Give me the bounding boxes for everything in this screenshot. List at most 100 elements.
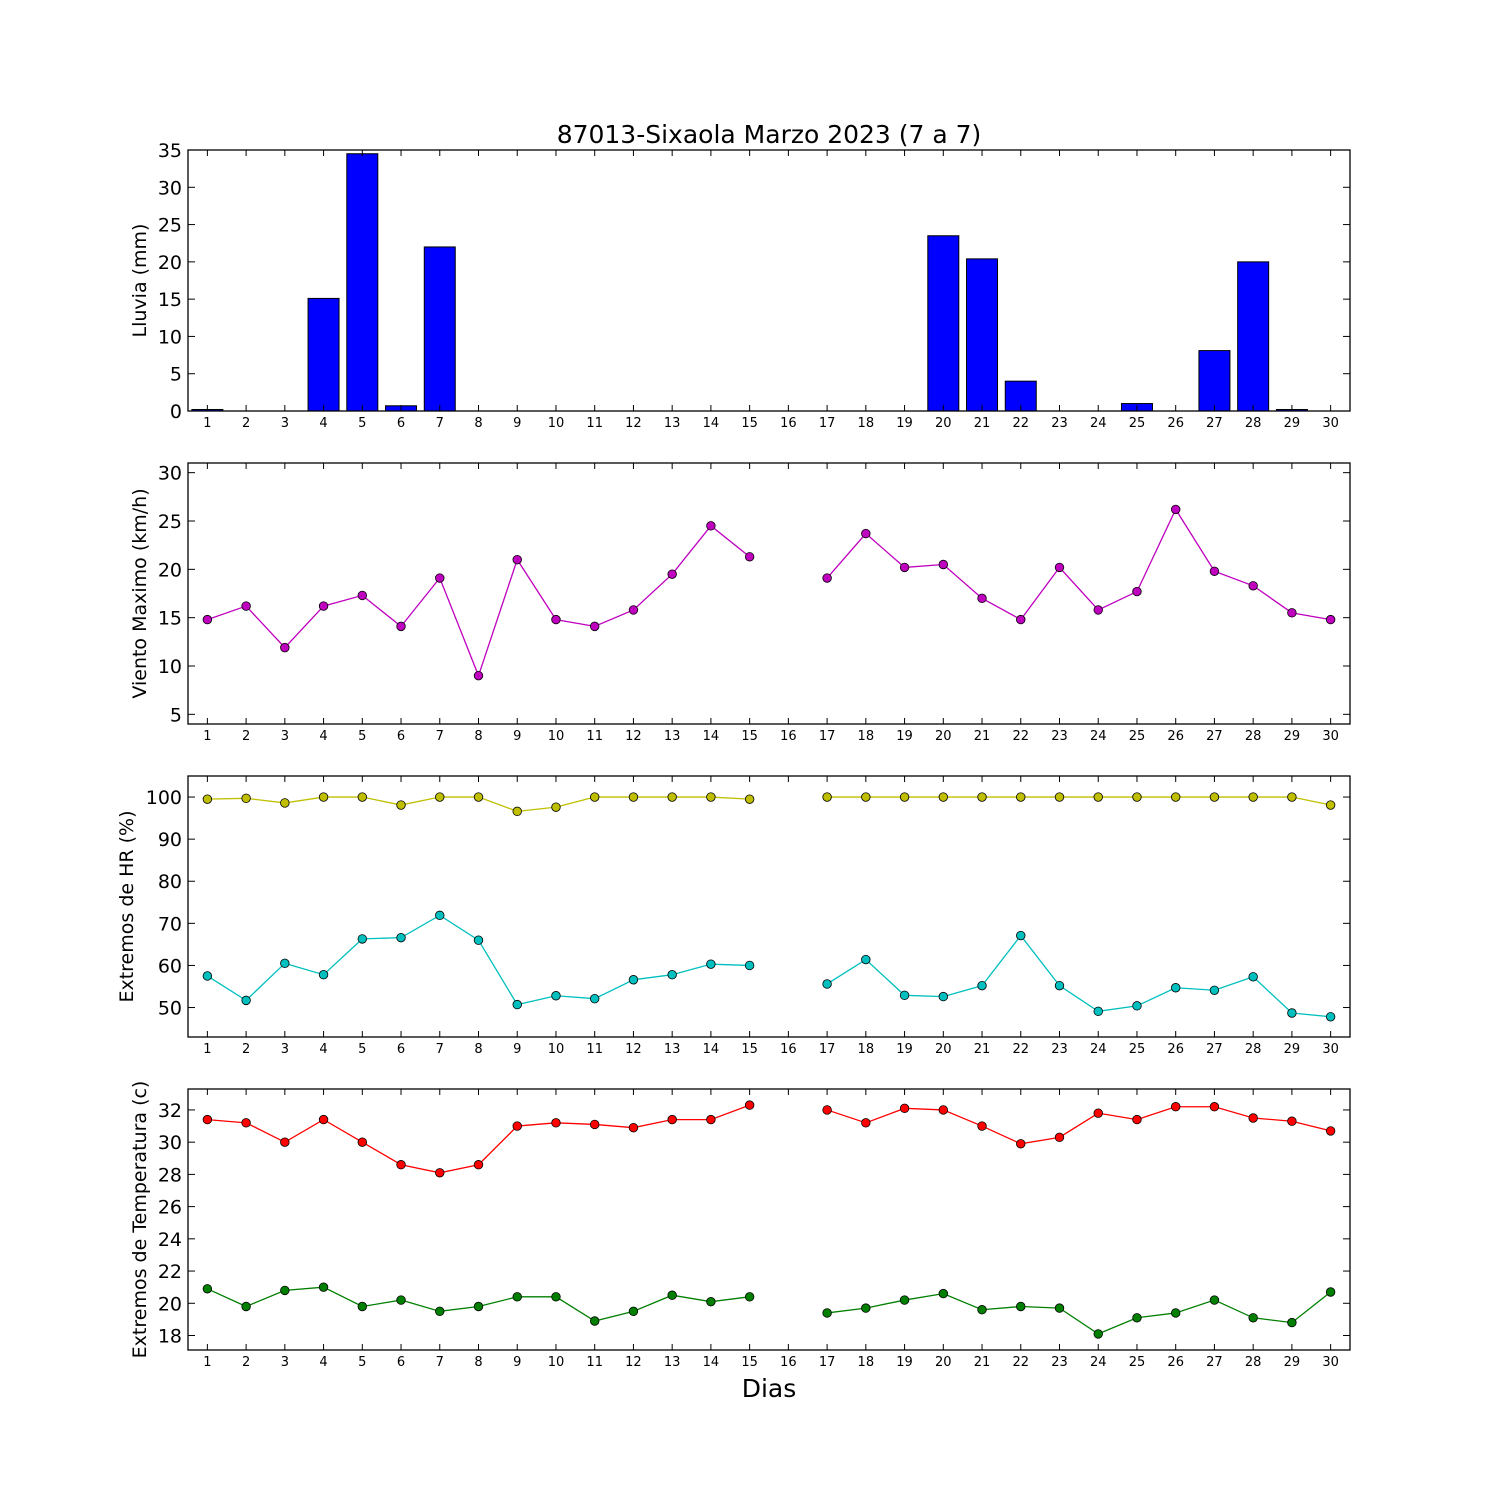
x-tick-label: 3	[281, 1042, 289, 1057]
point-day-27	[1209, 566, 1220, 576]
point-day-12	[628, 605, 639, 615]
x-tick-label: 16	[780, 729, 797, 744]
x-tick-label: 30	[1322, 1355, 1339, 1370]
y-tick-label: 24	[158, 1229, 182, 1251]
point-day-21	[977, 1121, 987, 1131]
x-tick-label: 22	[1012, 1042, 1029, 1057]
point-day-6	[396, 932, 406, 943]
x-tick-label: 28	[1245, 729, 1262, 744]
point-day-22	[1016, 930, 1026, 941]
x-tick-label: 9	[513, 1042, 521, 1057]
x-tick-label: 20	[935, 416, 952, 431]
x-tick-label: 7	[436, 729, 444, 744]
point-day-6	[396, 800, 406, 810]
point-day-25	[1132, 1114, 1142, 1125]
point-day-23	[1054, 980, 1065, 991]
point-day-28	[1248, 972, 1258, 982]
point-day-18	[861, 1303, 871, 1313]
x-tick-label: 10	[548, 1355, 565, 1370]
point-day-10	[551, 991, 561, 1001]
x-tick-label: 13	[664, 729, 681, 744]
y-tick-label: 15	[158, 289, 182, 311]
x-tick-label: 18	[858, 1042, 875, 1057]
x-tick-label: 23	[1051, 729, 1068, 744]
bar-day-21	[966, 258, 999, 412]
bar-day-4	[307, 297, 340, 412]
series-line	[207, 914, 750, 1006]
point-day-20	[938, 1288, 949, 1299]
x-tick-label: 9	[513, 1355, 521, 1370]
point-day-13	[667, 970, 677, 980]
x-tick-label: 3	[281, 1355, 289, 1370]
plot-frame	[187, 149, 1351, 412]
y-tick-label: 80	[158, 871, 182, 893]
point-day-24	[1093, 1329, 1103, 1339]
series-2	[202, 910, 1336, 1022]
y-tick-label: 70	[158, 913, 182, 935]
y-tick-label: 20	[158, 1293, 182, 1315]
x-tick-label: 20	[935, 729, 952, 744]
x-tick-label: 3	[281, 729, 289, 744]
point-day-28	[1248, 581, 1258, 591]
x-tick-label: 24	[1090, 416, 1107, 431]
x-tick-label: 3	[281, 416, 289, 431]
point-day-29	[1287, 792, 1297, 802]
point-day-12	[628, 1306, 639, 1317]
x-tick-label: 11	[586, 1355, 603, 1370]
x-tick-label: 20	[935, 1042, 952, 1057]
x-tick-label: 30	[1322, 729, 1339, 744]
x-tick-label: 9	[513, 416, 521, 431]
x-tick-label: 4	[319, 1355, 327, 1370]
point-day-10	[551, 1292, 561, 1302]
x-tick-label: 18	[858, 416, 875, 431]
point-day-14	[706, 1296, 716, 1307]
x-tick-label: 23	[1051, 1355, 1068, 1370]
point-day-2	[241, 1301, 251, 1312]
x-tick-label: 30	[1322, 416, 1339, 431]
x-tick-label: 14	[703, 1042, 720, 1057]
point-day-15	[744, 794, 755, 804]
x-tick-label: 24	[1090, 729, 1107, 744]
x-tick-label: 28	[1245, 1042, 1262, 1057]
point-day-7	[435, 1168, 445, 1178]
series-2	[202, 1282, 1336, 1339]
series-line	[827, 1291, 1332, 1335]
point-day-14	[706, 521, 716, 531]
series-line	[827, 796, 1331, 806]
y-tick-label: 22	[158, 1261, 182, 1283]
x-tick-label: 5	[358, 1042, 366, 1057]
point-day-6	[396, 1295, 406, 1305]
x-tick-label: 12	[625, 416, 642, 431]
point-day-11	[590, 621, 600, 632]
x-tick-label: 10	[548, 416, 565, 431]
point-day-27	[1209, 985, 1220, 995]
point-day-15	[744, 1100, 755, 1110]
point-day-2	[241, 793, 251, 804]
point-day-5	[357, 934, 368, 944]
point-day-15	[744, 552, 755, 562]
point-day-25	[1132, 1001, 1142, 1011]
point-day-24	[1093, 792, 1103, 802]
point-day-13	[667, 569, 677, 579]
x-tick-label: 17	[819, 1355, 836, 1370]
y-tick-label: 25	[158, 215, 182, 237]
point-day-8	[473, 1301, 484, 1312]
x-tick-label: 2	[242, 1355, 250, 1370]
x-tick-label: 4	[319, 416, 327, 431]
point-day-6	[396, 621, 406, 632]
bar-day-28	[1237, 261, 1270, 412]
point-day-7	[435, 573, 445, 583]
point-day-30	[1325, 1287, 1336, 1297]
point-day-13	[667, 1114, 677, 1125]
point-day-5	[357, 590, 368, 601]
y-tick-label: 30	[158, 177, 182, 199]
x-tick-label: 28	[1245, 416, 1262, 431]
point-day-30	[1325, 1012, 1336, 1022]
x-tick-label: 15	[741, 1042, 758, 1057]
series-line	[207, 524, 751, 678]
point-day-22	[1016, 1301, 1026, 1312]
point-day-26	[1170, 504, 1181, 515]
point-day-9	[512, 1292, 522, 1302]
